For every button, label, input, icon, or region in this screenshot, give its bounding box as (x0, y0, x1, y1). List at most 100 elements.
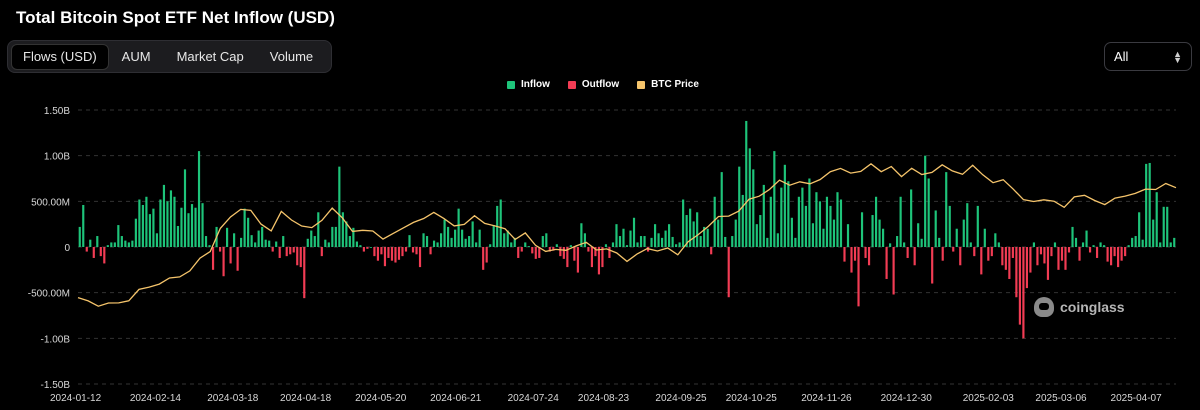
flow-bar (317, 212, 320, 247)
flow-bar (566, 247, 569, 268)
flow-bar (362, 247, 365, 252)
legend-label-btc-price: BTC Price (651, 79, 699, 90)
flow-bar (966, 203, 969, 247)
flow-bar (506, 230, 509, 247)
flow-bar (748, 148, 751, 247)
flow-bar (450, 237, 453, 247)
flow-bar (222, 247, 225, 277)
x-tick-label: 2024-11-26 (801, 393, 852, 404)
flow-bar (1141, 239, 1144, 247)
flow-bar (1103, 245, 1106, 247)
flow-bar (169, 190, 173, 247)
flow-bar (499, 199, 502, 247)
flow-bar (1099, 242, 1102, 247)
legend-label-inflow: Inflow (521, 79, 550, 90)
flow-bar (331, 226, 334, 247)
flow-bar (903, 242, 906, 247)
flow-bar (373, 247, 376, 257)
flow-bar (138, 199, 141, 247)
flow-bar (990, 247, 993, 257)
y-tick-label: -1.50B (41, 380, 71, 391)
btc-price-line (77, 162, 1177, 307)
tab-market-cap[interactable]: Market Cap (176, 48, 244, 64)
legend-item-btc-price[interactable]: BTC Price (637, 79, 699, 90)
flow-bar (369, 247, 372, 248)
flow-bar (706, 228, 709, 247)
flow-bar (962, 219, 965, 247)
tab-flows[interactable]: Flows (USD) (11, 43, 109, 70)
legend-item-outflow[interactable]: Outflow (567, 79, 619, 90)
flow-bar (987, 247, 990, 261)
time-range-select[interactable]: All ▲ ▼ (1104, 42, 1192, 71)
x-axis-ticks: 2024-01-12 2024-02-14 2024-03-18 2024-04-18… (50, 393, 1162, 404)
x-tick-label: 2024-07-24 (508, 393, 560, 404)
flow-bar (534, 247, 537, 259)
flow-bar (790, 217, 793, 247)
flow-bar (355, 241, 358, 247)
y-axis-ticks: 1.50B 1.00B 500.00M 0 -500.00M -1.00B -1.50B (28, 106, 71, 391)
flow-bar (254, 242, 257, 247)
flow-bar (376, 247, 380, 261)
flow-bar (1138, 212, 1141, 247)
flow-bar (152, 208, 155, 247)
flow-bar (464, 238, 467, 247)
flow-bar (874, 196, 878, 247)
tab-aum[interactable]: AUM (121, 48, 151, 64)
flow-bar (341, 212, 344, 247)
flow-bar (359, 245, 362, 247)
flow-bar (1145, 163, 1148, 247)
flow-bar (415, 247, 418, 255)
flow-bar (632, 217, 636, 247)
flow-bar (106, 245, 109, 247)
x-tick-label: 2024-03-18 (207, 393, 259, 404)
legend-item-inflow[interactable]: Inflow (507, 79, 550, 90)
flow-bar (110, 242, 113, 247)
flow-bar (1088, 247, 1092, 253)
flow-bar (629, 230, 632, 247)
flow-bar (1159, 242, 1162, 247)
page-title: Total Bitcoin Spot ETF Net Inflow (USD) (16, 8, 335, 27)
flow-bar (601, 247, 604, 268)
flow-bar (380, 247, 383, 255)
flow-bar (268, 240, 271, 247)
flow-bar (776, 233, 779, 247)
flow-bar (955, 228, 958, 247)
tab-volume[interactable]: Volume (269, 48, 314, 64)
flow-bar (489, 244, 492, 247)
flow-bar (411, 247, 415, 253)
flow-bar (664, 230, 667, 247)
flow-bar (811, 223, 815, 247)
flow-bar (422, 233, 425, 247)
flow-bar (615, 224, 618, 247)
flow-bar (1124, 247, 1127, 257)
flow-bar (443, 219, 446, 247)
flow-bar (243, 208, 246, 247)
flow-bar (1008, 247, 1011, 279)
flow-bar (1015, 247, 1018, 298)
flow-bar (678, 242, 681, 247)
flow-bar (1106, 247, 1109, 262)
flow-bar (475, 242, 478, 247)
flow-bar (194, 207, 197, 247)
flow-bar (190, 204, 194, 247)
flow-bar (1011, 247, 1014, 258)
flow-bar (829, 205, 832, 247)
flow-bar (587, 247, 590, 252)
flow-bar (541, 236, 544, 247)
flow-bar (794, 237, 797, 247)
flow-bar (264, 239, 267, 247)
coinglass-watermark: coinglass (1034, 297, 1125, 317)
flow-bar (759, 215, 762, 247)
flow-bar (173, 196, 176, 247)
flow-bar (860, 212, 864, 247)
y-tick-label: -1.00B (41, 334, 71, 345)
flow-bar (762, 184, 765, 247)
flow-bar (166, 201, 169, 247)
flow-bar (822, 228, 825, 247)
flow-bar (387, 247, 390, 258)
flow-bar (997, 242, 1000, 247)
flow-bar (952, 247, 955, 252)
flow-bar (689, 208, 692, 247)
flow-bar (808, 178, 811, 247)
flow-bar (717, 219, 720, 247)
